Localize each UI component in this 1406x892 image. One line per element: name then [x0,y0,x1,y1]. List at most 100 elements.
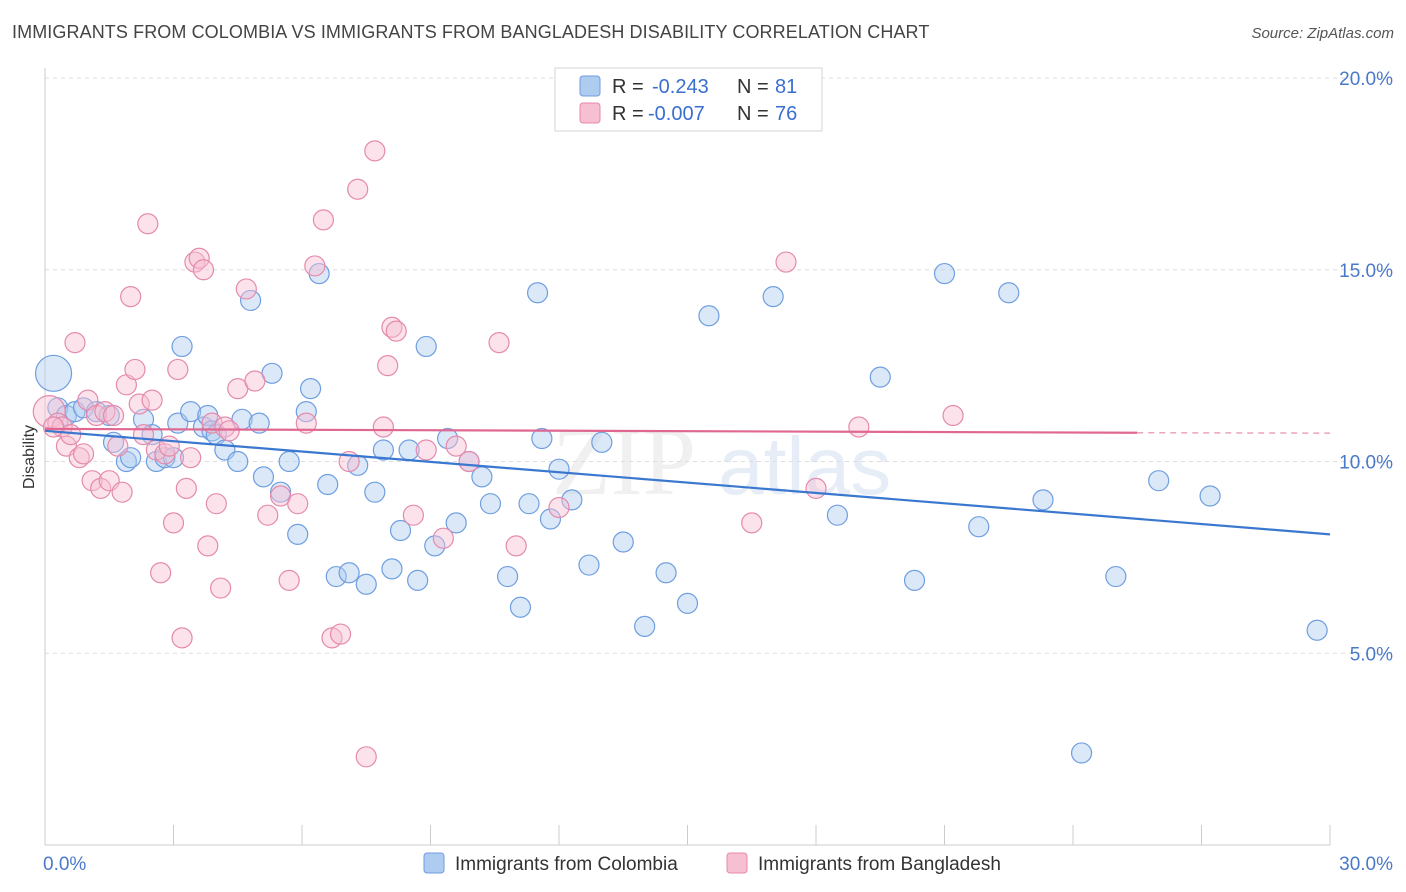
data-point-bangladesh [278,569,300,591]
data-point-colombia [407,569,429,591]
x-tick-label-max: 30.0% [1339,854,1393,875]
source-label: Source: ZipAtlas.com [1251,25,1394,42]
data-point-bangladesh [120,285,142,308]
data-point-bangladesh [775,251,797,273]
data-point-colombia [612,531,634,553]
data-point-bangladesh [162,512,185,534]
data-point-colombia [1199,485,1221,507]
y-tick-label: 15.0% [1339,261,1393,282]
data-point-bangladesh [214,416,236,438]
data-point-colombia [933,262,956,285]
data-point-bangladesh [128,393,150,415]
data-point-colombia [355,573,377,595]
data-point-bangladesh [312,209,335,231]
data-point-colombia [201,420,223,442]
data-point-bangladesh [218,420,240,442]
data-point-bangladesh [381,316,403,338]
data-point-colombia [548,458,570,480]
series-colombia-points [34,262,1328,764]
data-point-colombia [248,412,270,434]
data-point-colombia [317,473,339,496]
legend-r-value-bangladesh: -0.007 [648,103,705,125]
data-point-bangladesh [377,355,399,377]
data-point-colombia [762,285,784,308]
data-point-bangladesh [175,477,197,499]
data-point-bangladesh [385,320,407,342]
data-point-colombia [591,431,613,453]
data-point-bangladesh [42,416,65,438]
data-point-colombia [445,512,467,534]
data-point-bangladesh [347,178,369,200]
data-point-bangladesh [150,562,172,584]
data-point-bangladesh [355,746,377,768]
data-point-colombia [325,565,347,588]
legend-r-label: R = [612,76,644,98]
data-point-colombia [903,569,926,591]
data-point-bangladesh [107,435,129,457]
data-point-bangladesh [102,404,125,427]
data-point-colombia [240,289,262,312]
data-point-colombia [1032,489,1054,511]
data-point-bangladesh [90,477,112,499]
bottom-legend-label-bangladesh: Immigrants from Bangladesh [758,854,1001,875]
data-point-colombia [998,282,1020,304]
bottom-legend-swatch-colombia [423,852,445,874]
data-point-bangladesh [197,535,219,557]
legend-r-label: R = [612,103,644,125]
data-point-bangladesh [205,493,227,515]
legend-n-value-colombia: 81 [775,76,797,98]
bottom-legend-swatch-bangladesh [726,852,748,874]
y-axis-label: Disability [21,425,38,489]
data-point-colombia [578,554,600,576]
series-legend: Immigrants from Colombia Immigrants from… [423,852,1001,875]
data-point-colombia [299,378,322,400]
data-point-colombia [526,282,549,304]
data-point-colombia [287,523,309,545]
data-point-bangladesh [244,370,266,392]
y-axis-tick-labels: 5.0% 10.0% 15.0% 20.0% [1339,69,1393,665]
data-point-bangladesh [741,512,763,534]
data-point-colombia [372,439,394,461]
trend-line-bangladesh [44,427,1138,434]
data-point-bangladesh [505,535,527,557]
data-point-bangladesh [372,416,394,438]
data-point-colombia [415,335,437,358]
data-point-bangladesh [235,278,257,300]
legend-n-label: N = [737,103,769,125]
data-point-colombia [655,562,677,584]
x-tick-label-min: 0.0% [43,854,86,875]
legend-n-label: N = [737,76,769,98]
data-point-bangladesh [304,255,326,277]
data-point-bangladesh [64,332,86,354]
legend-r-value-colombia: -0.243 [652,76,709,98]
y-tick-label: 5.0% [1350,644,1393,665]
data-point-colombia [295,401,317,423]
data-point-colombia [1306,619,1328,641]
data-point-bangladesh [72,443,95,465]
data-point-colombia [389,519,412,542]
data-point-colombia [698,305,720,327]
y-tick-label: 20.0% [1339,69,1393,90]
data-point-bangladesh [158,435,180,457]
data-point-bangladesh [141,389,163,411]
data-point-colombia [227,450,249,473]
data-point-colombia [364,481,386,503]
data-point-colombia [968,516,990,538]
data-point-colombia [518,493,540,515]
grid-lines [45,77,1392,654]
data-point-colombia [531,427,553,450]
data-point-colombia [1148,470,1170,492]
data-point-bangladesh [445,435,467,457]
data-point-bangladesh [192,259,215,281]
data-point-colombia [509,596,532,618]
data-point-bangladesh [805,477,827,499]
data-point-colombia [437,427,459,450]
data-point-colombia [180,401,202,423]
series-bangladesh-points [32,140,964,768]
data-point-bangladesh [432,527,454,549]
data-point-bangladesh [295,412,317,434]
legend-swatch-bangladesh [579,102,601,124]
data-point-bangladesh [942,404,964,427]
y-tick-label: 10.0% [1339,453,1393,474]
data-point-bangladesh [848,416,870,438]
